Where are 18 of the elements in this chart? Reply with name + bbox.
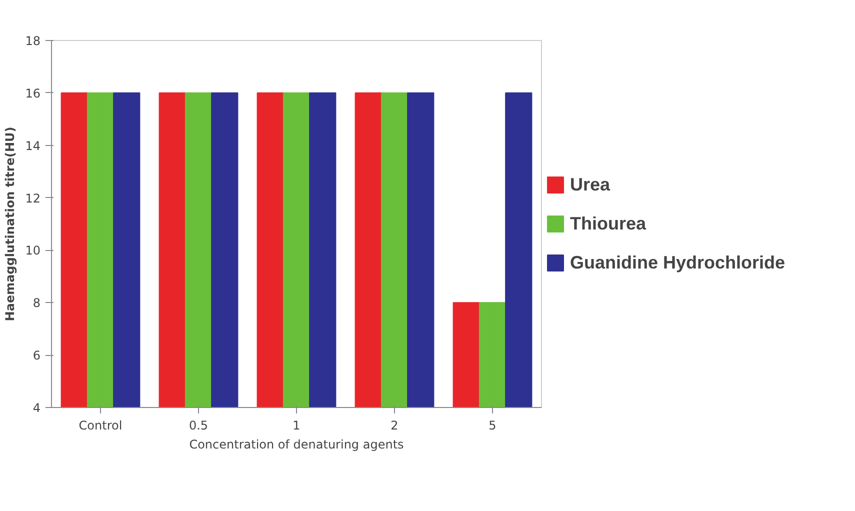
y-tick-label: 12: [25, 191, 41, 206]
y-tick-label: 10: [25, 244, 41, 258]
y-tick-label: 14: [25, 138, 41, 153]
y-tick-label: 4: [32, 401, 41, 415]
y-tick-label: 8: [32, 296, 41, 310]
y-tick-label: 6: [32, 348, 41, 363]
legend-label: Guanidine Hydrochloride: [570, 252, 786, 273]
x-axis-title: Concentration of denaturing agents: [189, 438, 404, 452]
y-axis-title: Haemagglutination titre(HU): [3, 126, 18, 322]
y-tick-label: 16: [25, 86, 41, 100]
x-tick-label: 5: [488, 418, 496, 432]
x-tick-label: 2: [390, 418, 398, 432]
legend-label: Thiourea: [570, 213, 646, 234]
x-tick-label: 0.5: [188, 418, 208, 432]
y-tick-label: 18: [25, 34, 41, 48]
legend-label: Urea: [570, 174, 610, 195]
x-tick-label: 1: [292, 418, 300, 432]
x-tick-label: Control: [78, 418, 122, 432]
